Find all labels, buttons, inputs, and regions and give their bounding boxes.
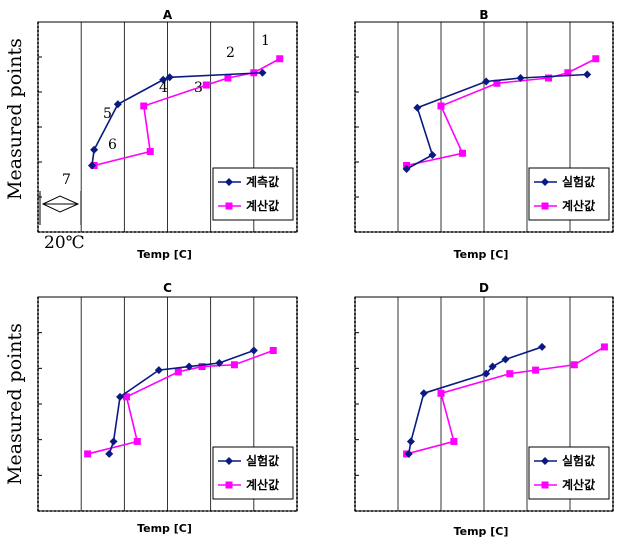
legend-box (212, 167, 294, 221)
legend-box (528, 446, 610, 500)
data-point-computed (450, 437, 458, 445)
data-point-computed (84, 450, 92, 458)
data-point-computed (224, 74, 232, 82)
annotation-4: 4 (159, 80, 168, 96)
legend-box (528, 167, 610, 221)
data-point-computed (437, 389, 445, 397)
legend-marker (541, 481, 549, 489)
legend-label: 계산값 (246, 198, 279, 213)
panel-A-annotations: 1 2 3 4 5 6 7 20℃ (39, 33, 270, 253)
annotation-5: 5 (103, 106, 112, 122)
legend-label: 실험값 (246, 453, 279, 468)
legend-label: 계산값 (562, 198, 595, 213)
data-point-computed (269, 347, 277, 354)
data-point-measured (501, 355, 510, 364)
y-axis-label-bottom: Measured points (4, 323, 26, 485)
legend-label: 계산값 (562, 477, 595, 492)
data-point-measured (165, 73, 174, 82)
data-point-computed (202, 81, 210, 89)
data-point-measured (154, 366, 163, 375)
data-point-computed (564, 69, 572, 77)
data-point-measured (583, 70, 592, 79)
chart-title: A (163, 8, 173, 22)
annotation-3: 3 (194, 80, 203, 96)
data-point-measured (428, 151, 437, 159)
legend-label: 계산값 (246, 477, 279, 492)
data-point-computed (230, 361, 238, 369)
data-point-measured (538, 342, 547, 351)
legend-box (212, 446, 294, 500)
annotation-7: 7 (62, 172, 71, 188)
data-point-measured (402, 165, 411, 173)
annotation-2: 2 (226, 45, 235, 61)
data-point-measured (413, 103, 422, 112)
data-point-measured (419, 389, 428, 398)
data-point-computed (133, 437, 141, 445)
data-point-computed (532, 366, 540, 374)
data-point-computed (545, 74, 552, 82)
data-point-computed (174, 368, 182, 376)
legend-marker (541, 178, 549, 186)
data-point-measured (87, 161, 96, 170)
data-point-computed (493, 79, 501, 87)
legend-marker (541, 202, 549, 210)
data-point-measured (90, 145, 99, 154)
series-line-measured (406, 73, 588, 170)
data-point-computed (276, 55, 284, 63)
data-point-measured (159, 75, 168, 84)
data-point-measured (482, 77, 491, 86)
scale-bar (39, 191, 82, 225)
legend-marker (225, 202, 233, 210)
x-axis-label: Temp [C] (137, 522, 192, 535)
annotation-6: 6 (108, 137, 117, 153)
legend-label: 실험값 (562, 174, 595, 189)
data-point-computed (140, 102, 148, 110)
legend-marker (225, 457, 233, 465)
x-axis-label: Temp [C] (137, 248, 192, 261)
data-point-measured (105, 449, 114, 458)
data-point-measured (404, 449, 413, 458)
x-axis-label: Temp [C] (454, 248, 509, 261)
x-axis-label: Temp [C] (454, 525, 509, 538)
data-point-measured (215, 358, 224, 367)
data-point-computed (198, 363, 206, 371)
annotation-1: 1 (261, 33, 270, 49)
data-point-measured (116, 392, 125, 401)
data-point-computed (570, 361, 578, 369)
data-point-measured (488, 362, 497, 371)
data-point-measured (406, 437, 415, 446)
legend-marker (225, 481, 233, 489)
legend-label: 계측값 (246, 174, 279, 189)
data-point-computed (600, 343, 608, 351)
data-point-measured (482, 369, 491, 378)
data-point-measured (258, 68, 267, 77)
scale-label: 20℃ (44, 233, 85, 253)
chart-title: C (163, 281, 172, 295)
legend-marker (225, 178, 233, 186)
legend-label: 실험값 (562, 453, 595, 468)
data-point-computed (146, 148, 154, 155)
data-point-measured (113, 100, 122, 109)
data-point-measured (516, 74, 525, 82)
data-point-measured (185, 362, 194, 371)
chart-title: B (479, 8, 488, 22)
y-axis-label-top: Measured points (4, 38, 26, 200)
data-point-computed (459, 149, 466, 157)
data-point-measured (249, 346, 258, 355)
legend-marker (541, 457, 549, 465)
data-point-computed (592, 55, 600, 63)
chart-title: D (479, 281, 489, 295)
data-point-measured (109, 437, 118, 446)
data-point-computed (122, 393, 130, 401)
data-point-computed (506, 370, 514, 378)
data-point-computed (437, 102, 445, 110)
